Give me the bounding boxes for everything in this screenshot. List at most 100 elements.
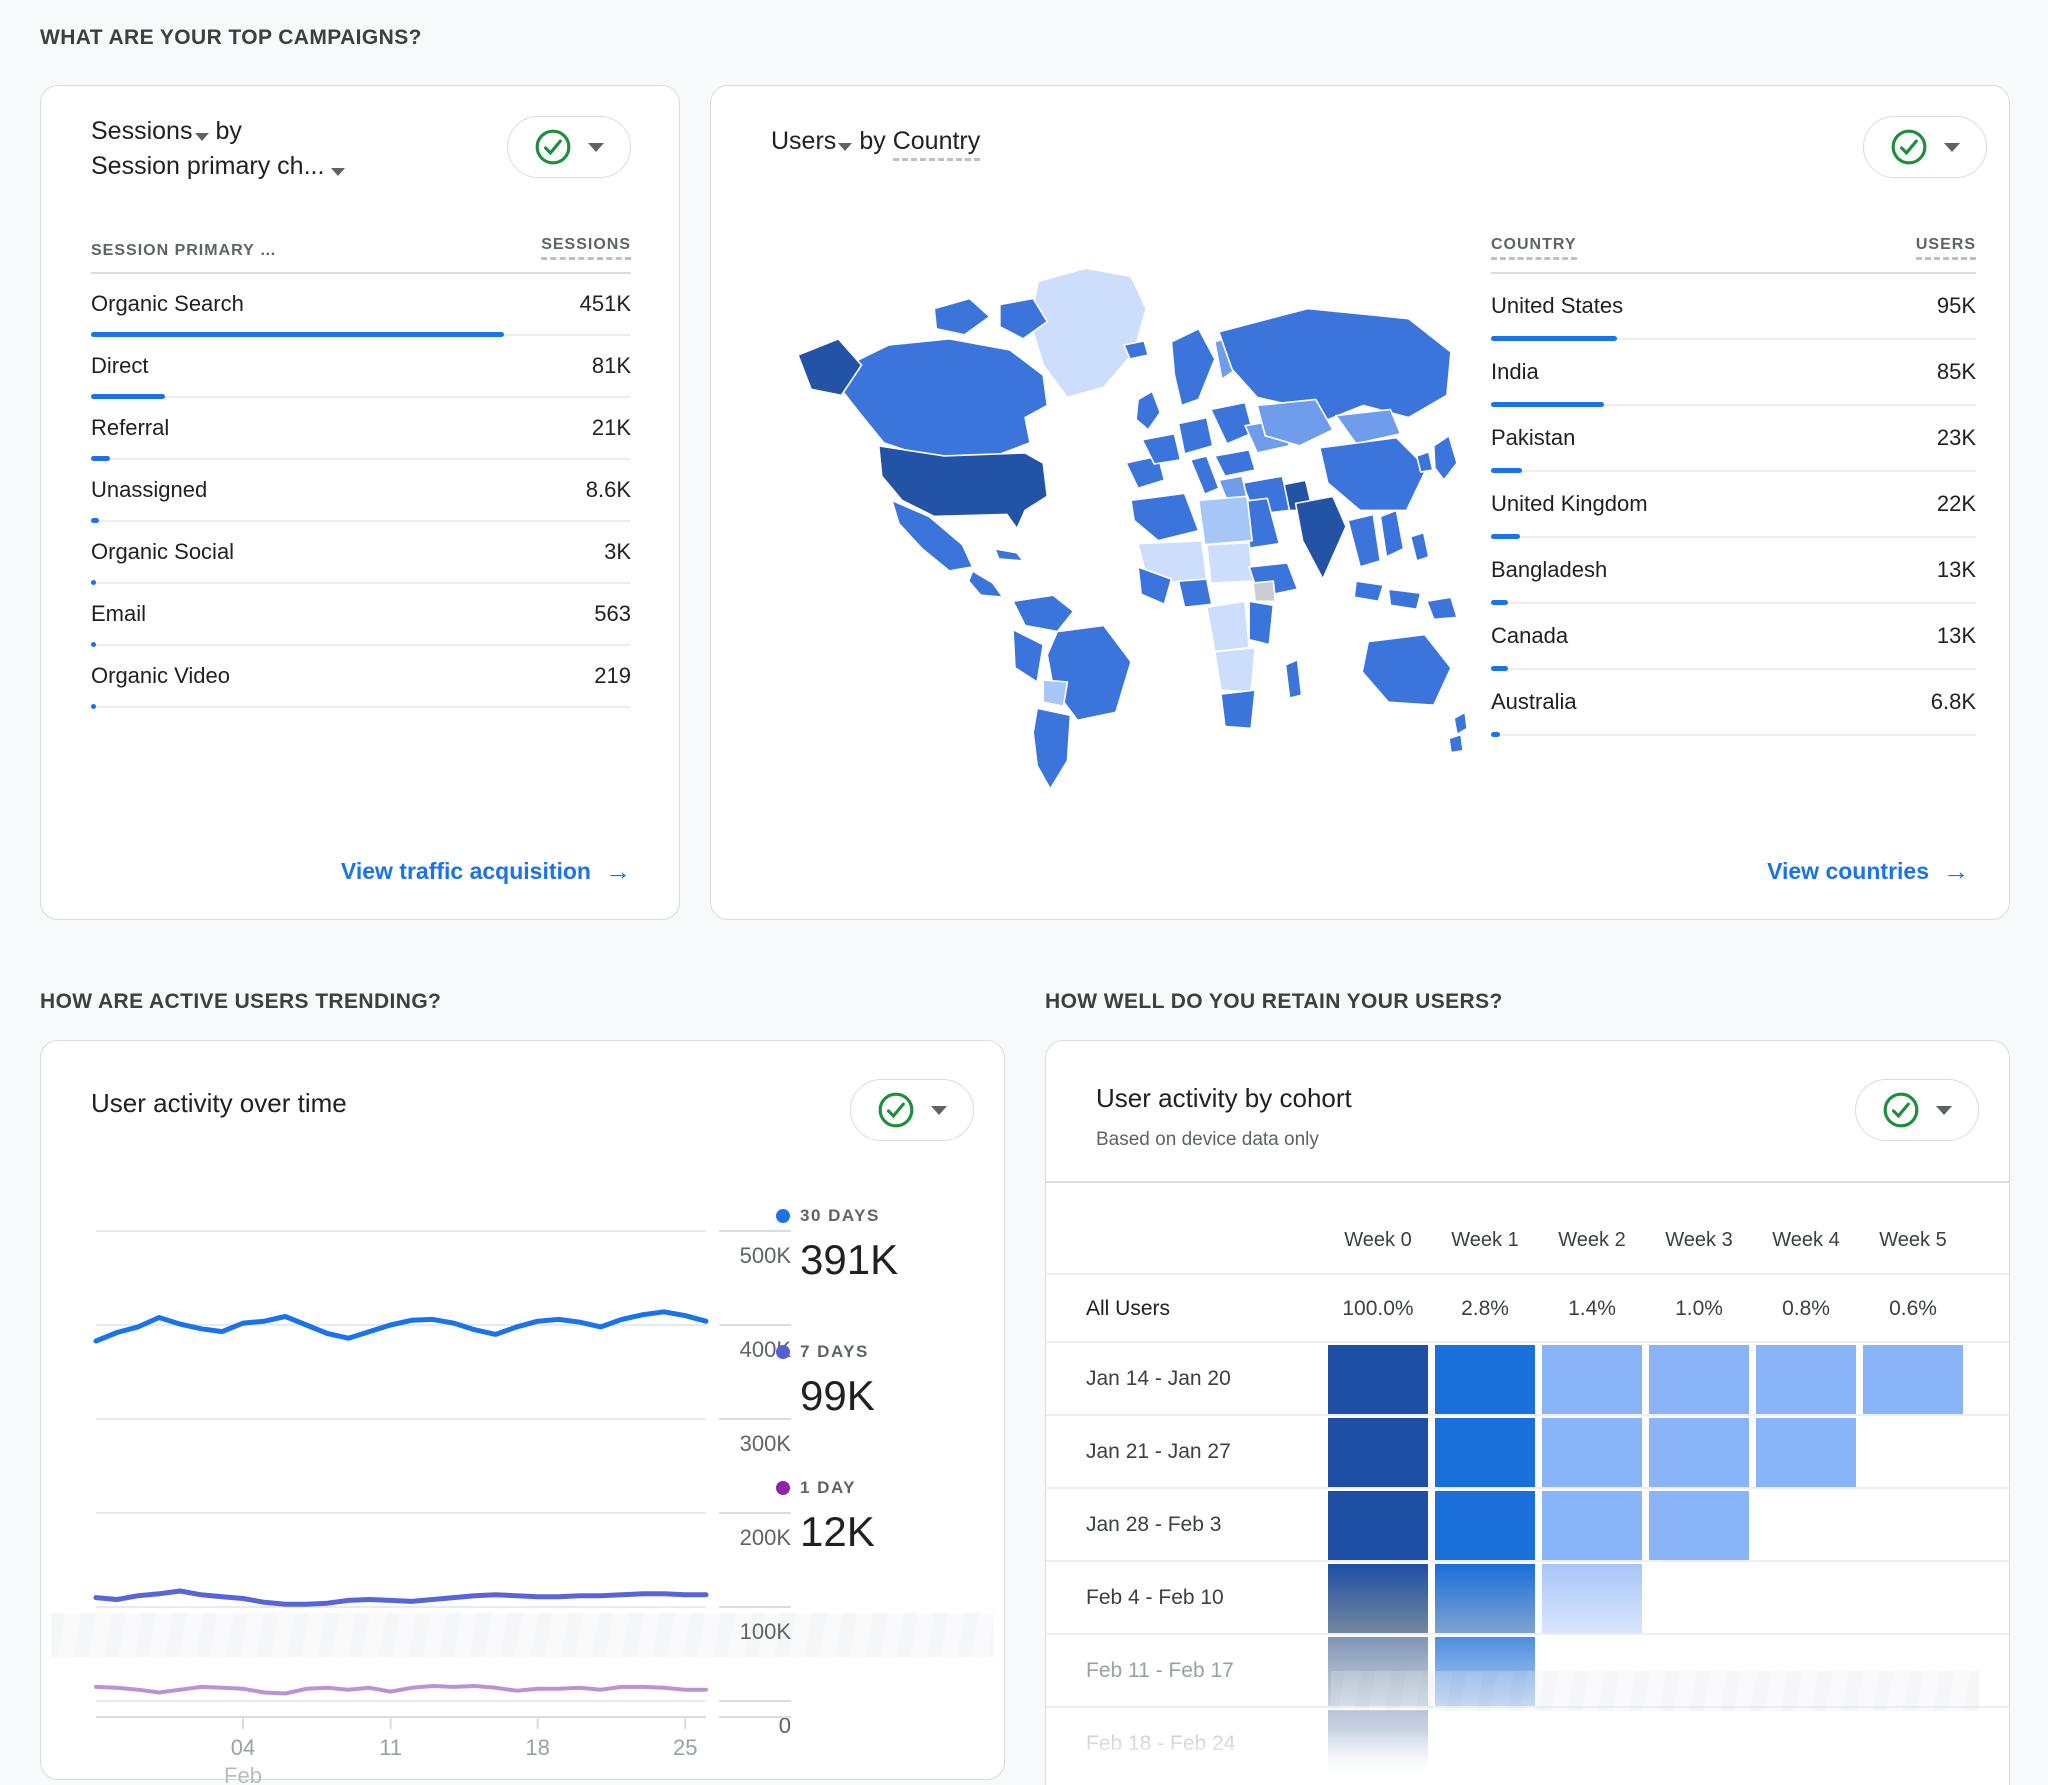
- metric-selector[interactable]: Sessions: [91, 117, 209, 145]
- row-value: 81K: [591, 353, 631, 378]
- check-circle-icon: [1891, 129, 1927, 165]
- column-header-metric[interactable]: USERS: [1915, 236, 1976, 260]
- week-header: Week 4: [1772, 1229, 1840, 1251]
- cohort-cell: [1328, 1418, 1428, 1487]
- all-users-percent: 1.0%: [1675, 1297, 1723, 1320]
- week-header: Week 2: [1558, 1229, 1626, 1251]
- cohort-row: Jan 21 - Jan 27: [1046, 1416, 2009, 1489]
- divider: [1046, 1779, 2009, 1781]
- row-value: 95K: [1936, 293, 1976, 318]
- all-users-percent: 0.8%: [1782, 1297, 1830, 1320]
- cohort-cell: [1328, 1710, 1428, 1779]
- share-bar: [1491, 402, 1604, 407]
- sessions-table: Organic Search 451K Direct 81K Referral 21K Un…: [91, 274, 631, 709]
- table-row: Australia 6.8K: [1491, 670, 1976, 737]
- cohort-cell: [1542, 1345, 1642, 1414]
- cohort-row-label: Feb 4 - Feb 10: [1086, 1586, 1224, 1609]
- chevron-down-icon: [931, 1105, 947, 1115]
- all-users-percent: 100.0%: [1342, 1297, 1414, 1320]
- row-value: 85K: [1936, 359, 1976, 384]
- share-bar: [1491, 732, 1501, 737]
- row-value: 563: [594, 601, 631, 626]
- row-value: 22K: [1936, 491, 1976, 516]
- table-row: Organic Video 219: [91, 646, 631, 709]
- chevron-down-icon: [588, 142, 604, 152]
- sampling-status-dropdown[interactable]: [850, 1079, 974, 1141]
- table-row: Email 563: [91, 584, 631, 647]
- cohort-row: Jan 14 - Jan 20: [1046, 1343, 2009, 1416]
- svg-text:11: 11: [379, 1735, 402, 1760]
- row-label: Organic Video: [91, 663, 231, 688]
- cohort-all-users-row: All Users 100.0% 2.8% 1.4% 1.0% 0.8% 0.6%: [1046, 1293, 2009, 1327]
- row-value: 23K: [1936, 425, 1976, 450]
- dimension-selector[interactable]: Session primary ch...: [91, 152, 346, 180]
- table-row: Referral 21K: [91, 398, 631, 461]
- check-circle-icon: [878, 1092, 914, 1128]
- share-bar: [91, 394, 165, 399]
- row-label: Direct: [91, 353, 149, 378]
- table-row: Direct 81K: [91, 336, 631, 399]
- cohort-cell: [1649, 1345, 1749, 1414]
- svg-text:18: 18: [525, 1735, 549, 1760]
- divider: [1046, 1273, 2009, 1275]
- row-value: 13K: [1936, 623, 1976, 648]
- all-users-percent: 0.6%: [1889, 1297, 1937, 1320]
- check-circle-icon: [1883, 1092, 1919, 1128]
- divider: [1046, 1181, 2009, 1183]
- cohort-cell: [1328, 1491, 1428, 1560]
- divider: [1046, 1341, 2009, 1343]
- row-label: Organic Search: [91, 291, 244, 316]
- cohort-cell: [1435, 1345, 1535, 1414]
- cohort-week-headers: Week 0 Week 1 Week 2 Week 3 Week 4 Week 5: [1046, 1229, 2009, 1259]
- dimension-selector[interactable]: Country: [892, 127, 981, 161]
- sampling-status-dropdown[interactable]: [507, 116, 631, 178]
- cohort-row-label: Jan 28 - Feb 3: [1086, 1513, 1222, 1536]
- sampling-status-dropdown[interactable]: [1855, 1079, 1979, 1141]
- row-label: Bangladesh: [1491, 557, 1608, 582]
- column-header-metric[interactable]: SESSIONS: [541, 236, 631, 260]
- card-subtitle: Based on device data only: [1096, 1129, 1319, 1150]
- chevron-down-icon: [1944, 142, 1960, 152]
- share-bar: [1491, 666, 1509, 671]
- sampling-status-dropdown[interactable]: [1863, 116, 1987, 178]
- share-bar: [1491, 534, 1521, 539]
- card-title: Users by Country: [771, 124, 981, 161]
- card-title: Sessions by Session primary ch...: [91, 114, 346, 184]
- cohort-cell: [1756, 1345, 1856, 1414]
- view-traffic-acquisition-link[interactable]: View traffic acquisition →: [340, 856, 631, 886]
- cohort-cell: [1328, 1637, 1428, 1706]
- cohort-cell: [1435, 1418, 1535, 1487]
- cohort-row: Feb 18 - Feb 24: [1046, 1708, 2009, 1781]
- cohort-row: Feb 11 - Feb 17: [1046, 1635, 2009, 1708]
- week-header: Week 5: [1879, 1229, 1947, 1251]
- cohort-cell: [1542, 1491, 1642, 1560]
- row-label: Email: [91, 601, 147, 626]
- share-bar: [91, 704, 96, 709]
- arrow-right-icon: →: [605, 856, 631, 886]
- metric-selector[interactable]: Users: [771, 127, 853, 155]
- row-label: United Kingdom: [1491, 491, 1648, 516]
- chevron-down-icon: [194, 133, 209, 141]
- share-bar: [1491, 468, 1522, 473]
- svg-text:200K: 200K: [740, 1525, 792, 1550]
- cohort-cell: [1649, 1418, 1749, 1487]
- world-map-choropleth: [797, 267, 1468, 790]
- all-users-percent: 2.8%: [1461, 1297, 1509, 1320]
- section-retain-users: HOW WELL DO YOU RETAIN YOUR USERS?: [1045, 990, 1503, 1013]
- view-countries-link[interactable]: View countries →: [1767, 856, 1969, 886]
- cohort-row-label: Jan 21 - Jan 27: [1086, 1440, 1231, 1463]
- cohort-row-label: Jan 14 - Jan 20: [1086, 1367, 1231, 1390]
- section-active-users-trending: HOW ARE ACTIVE USERS TRENDING?: [40, 990, 442, 1013]
- row-label: Organic Social: [91, 539, 235, 564]
- check-circle-icon: [535, 129, 571, 165]
- column-header-dimension[interactable]: COUNTRY: [1491, 236, 1577, 260]
- arrow-right-icon: →: [1943, 856, 1969, 886]
- card-title: User activity over time: [91, 1088, 347, 1118]
- row-value: 21K: [591, 415, 631, 440]
- week-header: Week 1: [1451, 1229, 1519, 1251]
- table-row: India 85K: [1491, 340, 1976, 407]
- divider: [1046, 1487, 2009, 1489]
- week-header: Week 3: [1665, 1229, 1733, 1251]
- svg-text:Feb: Feb: [224, 1763, 262, 1785]
